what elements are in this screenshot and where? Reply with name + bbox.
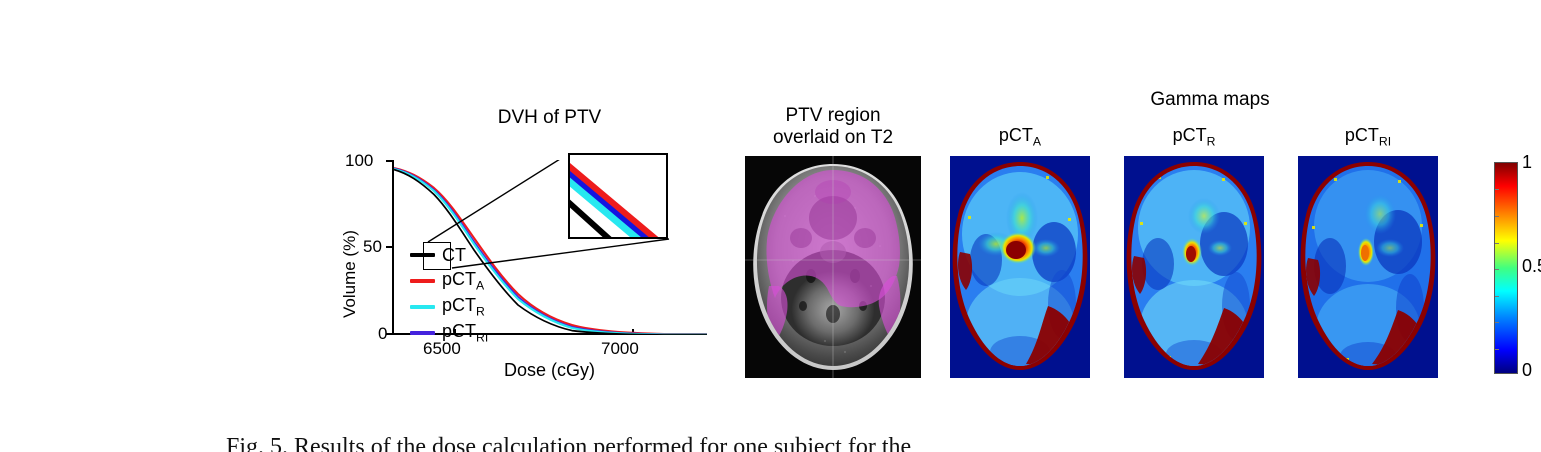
ptv-mri-image — [745, 156, 921, 378]
colorbar-label-1: 1 — [1522, 152, 1533, 172]
colorbar-tick — [1495, 322, 1499, 323]
ptv-mri-panel — [745, 156, 921, 378]
legend-swatch-pct-r — [410, 305, 435, 309]
gamma-map-image-a — [950, 156, 1090, 378]
gamma-colorbar — [1494, 162, 1518, 374]
colorbar-tick — [1495, 349, 1499, 350]
gamma-map-image-ri — [1298, 156, 1438, 378]
gamma-panel-title-r: pCTR — [1172, 125, 1216, 149]
colorbar-tick — [1495, 216, 1499, 217]
legend-label-pct-r: pCTR — [442, 295, 485, 319]
colorbar-tick — [1495, 243, 1499, 244]
y-axis-label: Volume (%) — [340, 230, 359, 318]
ptv-title-line2: overlaid on T2 — [772, 127, 894, 148]
gamma-group-title: Gamma maps — [1150, 89, 1270, 110]
inset-band-pct-r — [570, 156, 666, 237]
legend-item-pct-ri: pCTRI — [410, 320, 488, 346]
colorbar-label-0: 0 — [1522, 360, 1533, 380]
gamma-map-panel-r — [1124, 156, 1264, 378]
ptv-title-line1: PTV region — [785, 105, 881, 126]
legend-label-pct-a: pCTA — [442, 269, 485, 293]
legend-item-pct-a: pCTA — [410, 268, 488, 294]
legend-label-ct: CT — [442, 244, 466, 265]
legend-label-pct-ri: pCTRI — [442, 321, 489, 345]
y-tick-0 — [386, 333, 392, 335]
gamma-map-panel-a — [950, 156, 1090, 378]
y-tick-label-50: 50 — [363, 237, 382, 256]
x-axis-label: Dose (cGy) — [503, 360, 595, 380]
figure-caption: Fig. 5. Results of the dose calculation … — [226, 434, 912, 452]
colorbar-tick — [1495, 189, 1499, 190]
dvh-legend: CT pCTA pCTR pCTRI — [410, 242, 488, 346]
colorbar-tick — [1495, 296, 1499, 297]
legend-swatch-pct-a — [410, 279, 435, 283]
y-tick-label-0: 0 — [378, 324, 388, 343]
x-tick-label-6500: 6500 — [423, 339, 461, 358]
y-tick-100 — [386, 160, 392, 162]
legend-item-pct-r: pCTR — [410, 294, 488, 320]
dvh-axes: CT pCTA pCTR pCTRI — [386, 153, 707, 345]
legend-swatch-ct — [410, 253, 435, 257]
legend-item-ct: CT — [410, 242, 488, 268]
y-tick-50 — [386, 246, 392, 248]
dvh-plot: CT pCTA pCTR pCTRI — [386, 153, 707, 345]
dvh-title: DVH of PTV — [497, 107, 602, 128]
gamma-map-panel-ri — [1298, 156, 1438, 378]
colorbar-label-0-5: 0.5 — [1522, 256, 1541, 276]
x-tick-label-7000: 7000 — [601, 339, 639, 358]
y-tick-label-100: 100 — [345, 151, 374, 170]
colorbar-tick — [1495, 269, 1499, 270]
gamma-map-image-r — [1124, 156, 1264, 378]
dvh-inset-panel — [568, 153, 668, 239]
y-axis-line — [392, 160, 394, 335]
x-tick-6500 — [454, 329, 456, 335]
legend-swatch-pct-ri — [410, 331, 435, 335]
x-axis-line — [392, 333, 707, 335]
gamma-panel-title-ri: pCTRI — [1344, 125, 1392, 149]
gamma-panel-title-a: pCTA — [998, 125, 1042, 149]
